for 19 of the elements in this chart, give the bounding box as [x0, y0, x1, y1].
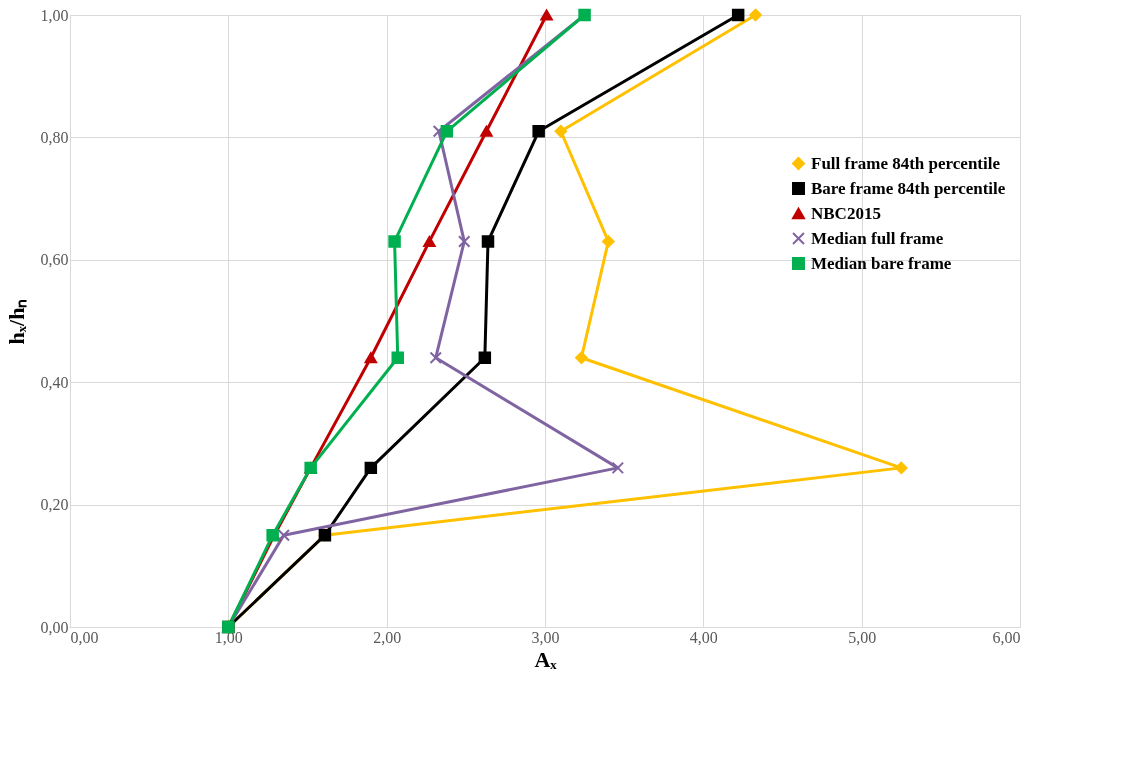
y-tick-label: 0,40 — [40, 373, 69, 391]
x-tick-label: 6,00 — [992, 628, 1021, 646]
y-tick-label: 0,20 — [40, 496, 69, 514]
x-tick-label: 0,00 — [70, 628, 99, 646]
x-tick-label: 1,00 — [214, 628, 243, 646]
legend-label: Full frame 84th percentile — [811, 153, 1001, 173]
y-tick-label: 0,60 — [40, 251, 69, 269]
y-tick-label: 0,80 — [40, 128, 69, 146]
legend-label: Median full frame — [811, 228, 944, 248]
legend-label: NBC2015 — [811, 203, 881, 223]
x-tick-label: 3,00 — [531, 628, 560, 646]
legend-label: Bare frame 84th percentile — [811, 178, 1006, 198]
y-tick-label: 1,00 — [40, 6, 69, 24]
x-tick-label: 5,00 — [848, 628, 877, 646]
x-axis-title: Aₓ — [534, 646, 558, 672]
x-tick-label: 4,00 — [689, 628, 718, 646]
legend-label: Median bare frame — [811, 253, 952, 273]
x-tick-label: 2,00 — [373, 628, 402, 646]
y-axis-title: hₓ/hₙ — [3, 298, 29, 345]
